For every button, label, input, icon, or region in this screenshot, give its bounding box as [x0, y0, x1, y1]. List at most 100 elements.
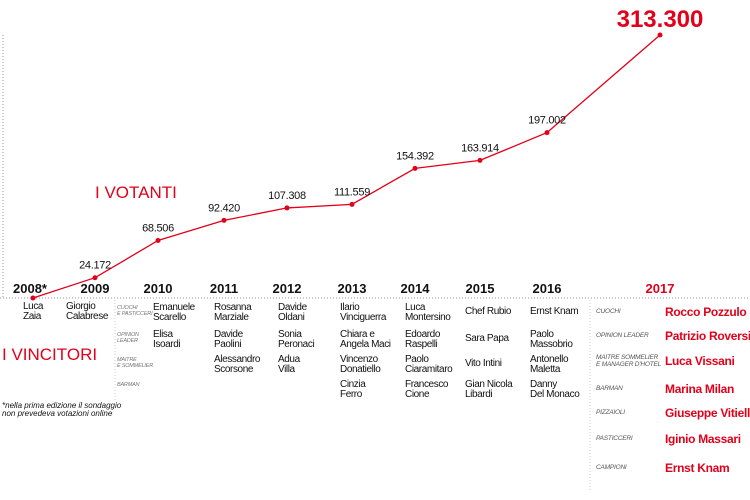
winner-name: Sara Papa	[465, 333, 509, 344]
winner-name: Edoardo	[405, 329, 441, 340]
winner-name: Scarello	[153, 312, 187, 323]
winner-name: Chef Rubio	[465, 306, 512, 317]
winner-name: Davide	[278, 302, 308, 313]
winner-name: Vincenzo	[340, 354, 379, 365]
winner-name: Angela Maci	[340, 339, 391, 350]
data-point	[155, 237, 161, 243]
category-label-2017: OPINION LEADER	[596, 332, 649, 339]
winner-name: Libardi	[465, 389, 492, 400]
winner-name: Antonello	[530, 354, 569, 365]
winner-name: Paolo	[530, 329, 554, 340]
category-label: MAITRE	[117, 357, 137, 363]
data-point	[657, 32, 663, 38]
votes-line	[32, 34, 661, 299]
winner-name: Chiara e	[340, 329, 375, 340]
winner-name: Luca	[23, 301, 44, 312]
value-label: 24.172	[79, 260, 111, 272]
year-label: 2010	[144, 281, 173, 296]
data-point	[92, 275, 98, 281]
winner-name: Vinciguerra	[340, 312, 387, 323]
value-label: 163.914	[461, 142, 499, 154]
category-label-2017: MAITRE SOMMELIER	[596, 354, 659, 361]
winner-name-2017: Iginio Massari	[665, 432, 741, 446]
winner-name: Villa	[278, 364, 296, 375]
category-label-2017: PIZZAIOLI	[596, 409, 625, 416]
data-point	[284, 205, 290, 211]
winner-name: Del Monaco	[530, 389, 580, 400]
winner-name: Massobrio	[530, 339, 573, 350]
winner-name: Giorgio	[66, 301, 96, 312]
category-label: BARMAN	[117, 382, 140, 388]
year-label: 2013	[338, 281, 367, 296]
category-label: OPINION	[117, 332, 139, 338]
winner-name: Alessandro	[214, 354, 261, 365]
year-label: 2012	[273, 281, 302, 296]
winner-name: Calabrese	[66, 311, 109, 322]
winner-name: Ferro	[340, 389, 363, 400]
data-point	[221, 217, 227, 223]
value-label: 197.002	[528, 115, 566, 127]
data-point	[477, 157, 483, 163]
winner-name: Cione	[405, 389, 430, 400]
winner-name: Montersino	[405, 312, 451, 323]
footnote-line2: non prevedeva votazioni online	[2, 409, 113, 418]
category-label-2017: CUOCHI	[596, 308, 621, 315]
winner-name: Marziale	[214, 312, 249, 323]
category-label-2017: PASTICCERI	[596, 435, 633, 442]
winner-name-2017: Patrizio Roversi	[665, 329, 750, 343]
winner-name-2017: Giuseppe Vitiello	[665, 406, 750, 420]
category-label: E SOMMELIER	[117, 363, 153, 369]
footnote-line1: *nella prima edizione il sondaggio	[2, 401, 122, 410]
data-point	[349, 201, 355, 207]
winner-name: Ilario	[340, 302, 360, 313]
year-label: 2017	[646, 281, 675, 296]
data-point	[412, 165, 418, 171]
winner-name: Paolini	[214, 339, 241, 350]
winner-name: Isoardi	[153, 339, 180, 350]
voters-title: I VOTANTI	[95, 183, 177, 202]
category-label: E PASTICCERI	[117, 311, 153, 317]
year-label: 2016	[533, 281, 562, 296]
year-label: 2014	[401, 281, 431, 296]
data-point	[30, 295, 36, 301]
winner-name: Maletta	[530, 364, 561, 375]
winner-name: Davide	[214, 329, 244, 340]
winner-name: Vito Intini	[465, 358, 502, 369]
year-label: 2011	[210, 281, 238, 296]
winners-title: I VINCITORI	[2, 345, 97, 364]
category-label-2017: E MANAGER D'HOTEL	[596, 361, 662, 368]
winner-name: Cinzia	[340, 379, 366, 390]
winner-name: Oldani	[278, 312, 305, 323]
value-label: 92.420	[208, 202, 240, 214]
year-label: 2008*	[13, 281, 48, 296]
year-label: 2015	[466, 281, 495, 296]
winner-name-2017: Ernst Knam	[665, 461, 729, 475]
value-label: 107.308	[268, 190, 306, 202]
winner-name: Gian Nicola	[465, 379, 513, 390]
winner-name-2017: Rocco Pozzulo	[665, 305, 746, 319]
value-label: 154.392	[396, 150, 434, 162]
value-label: 111.559	[334, 186, 370, 198]
winner-name: Sonia	[278, 329, 302, 340]
category-label-2017: CAMPIONI	[596, 464, 627, 471]
category-label: CUOCHI	[117, 305, 138, 311]
winner-name: Francesco	[405, 379, 449, 390]
winner-name: Danny	[530, 379, 557, 390]
winner-name: Emanuele	[153, 302, 196, 313]
winner-name: Rosanna	[214, 302, 252, 313]
year-label: 2009	[81, 281, 110, 296]
winner-name-2017: Marina Milan	[665, 382, 734, 396]
winner-name: Raspelli	[405, 339, 438, 350]
winner-name: Luca	[405, 302, 426, 313]
winner-name: Adua	[278, 354, 301, 365]
data-point	[544, 130, 550, 136]
winner-name-2017: Luca Vissani	[665, 354, 735, 368]
winner-name: Ernst Knam	[530, 306, 578, 317]
winner-name: Scorsone	[214, 364, 254, 375]
winner-name: Donatiello	[340, 364, 381, 375]
winner-name: Paolo	[405, 354, 429, 365]
winner-name: Ciaramitaro	[405, 364, 453, 375]
winner-name: Elisa	[153, 329, 174, 340]
value-label: 68.506	[142, 222, 174, 234]
